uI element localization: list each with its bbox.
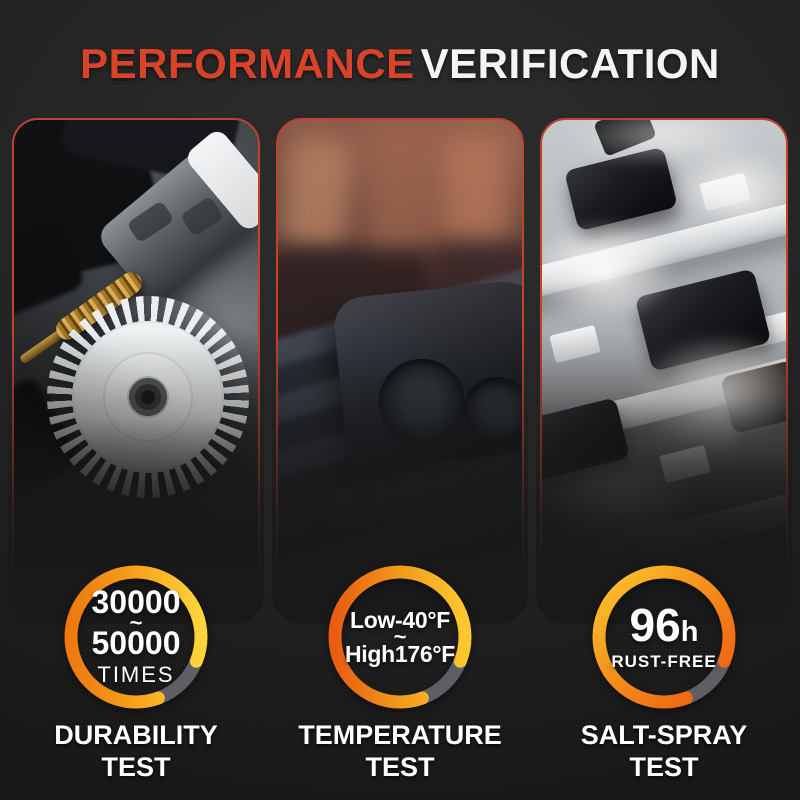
header: PERFORMANCE VERIFICATION bbox=[0, 40, 800, 88]
photo-vignette bbox=[14, 120, 258, 616]
hours-number: 96 bbox=[629, 599, 681, 651]
rust-free-label: RUST-FREE bbox=[611, 652, 717, 671]
salt-spray-photo bbox=[540, 118, 788, 618]
gauge-ring bbox=[64, 565, 208, 709]
temperature-photo-wrap bbox=[272, 118, 528, 624]
temperature-gauge: Low-40°F ~ High176°F bbox=[328, 565, 472, 709]
page-title: PERFORMANCE VERIFICATION bbox=[0, 40, 800, 88]
temperature-test-label: TEMPERATURE TEST bbox=[276, 720, 524, 784]
panel-durability: 30000 ~ 50000 TIMES DURABILITY TEST bbox=[8, 118, 264, 800]
gauge-hours-value: 96 h bbox=[630, 602, 699, 648]
warm-tint-overlay bbox=[278, 120, 522, 616]
title-performance: PERFORMANCE bbox=[80, 40, 415, 87]
temperature-gauge-text: Low-40°F ~ High176°F bbox=[328, 565, 472, 709]
gauge-high-value: High176°F bbox=[344, 640, 456, 667]
durability-test-label: DURABILITY TEST bbox=[12, 720, 260, 784]
title-verification: VERIFICATION bbox=[420, 40, 720, 87]
durability-gauge: 30000 ~ 50000 TIMES bbox=[64, 565, 208, 709]
test-label-line2: TEST bbox=[629, 751, 699, 782]
gauge-value-max: 50000 bbox=[91, 625, 181, 662]
hours-unit: h bbox=[680, 616, 699, 648]
salt-spray-gauge: 96 h RUST-FREE bbox=[592, 565, 736, 709]
salt-spray-test-label: SALT-SPRAY TEST bbox=[540, 720, 788, 784]
test-label-line2: TEST bbox=[101, 751, 171, 782]
durability-photo-wrap bbox=[8, 118, 264, 624]
test-label-line1: TEMPERATURE bbox=[298, 720, 502, 750]
temperature-photo bbox=[276, 118, 524, 618]
test-label-line1: DURABILITY bbox=[54, 720, 218, 750]
panel-temperature: Low-40°F ~ High176°F TEMPERATURE TEST bbox=[272, 118, 528, 800]
photo-vignette bbox=[542, 120, 786, 616]
test-label-line2: TEST bbox=[365, 751, 435, 782]
panel-salt-spray: 96 h RUST-FREE SALT-SPRAY TEST bbox=[536, 118, 792, 800]
durability-gauge-text: 30000 ~ 50000 TIMES bbox=[64, 565, 208, 709]
gauge-value-min: 30000 bbox=[91, 583, 181, 620]
gauge-ring bbox=[592, 565, 736, 709]
gauge-ring bbox=[328, 565, 472, 709]
salt-spray-gauge-text: 96 h RUST-FREE bbox=[592, 565, 736, 709]
test-label-line1: SALT-SPRAY bbox=[580, 720, 748, 750]
gauge-low-value: Low-40°F bbox=[349, 607, 451, 634]
salt-spray-photo-wrap bbox=[536, 118, 792, 624]
panels-row: 30000 ~ 50000 TIMES DURABILITY TEST bbox=[8, 118, 792, 800]
durability-photo bbox=[12, 118, 260, 618]
gauge-unit-label: TIMES bbox=[97, 662, 175, 688]
